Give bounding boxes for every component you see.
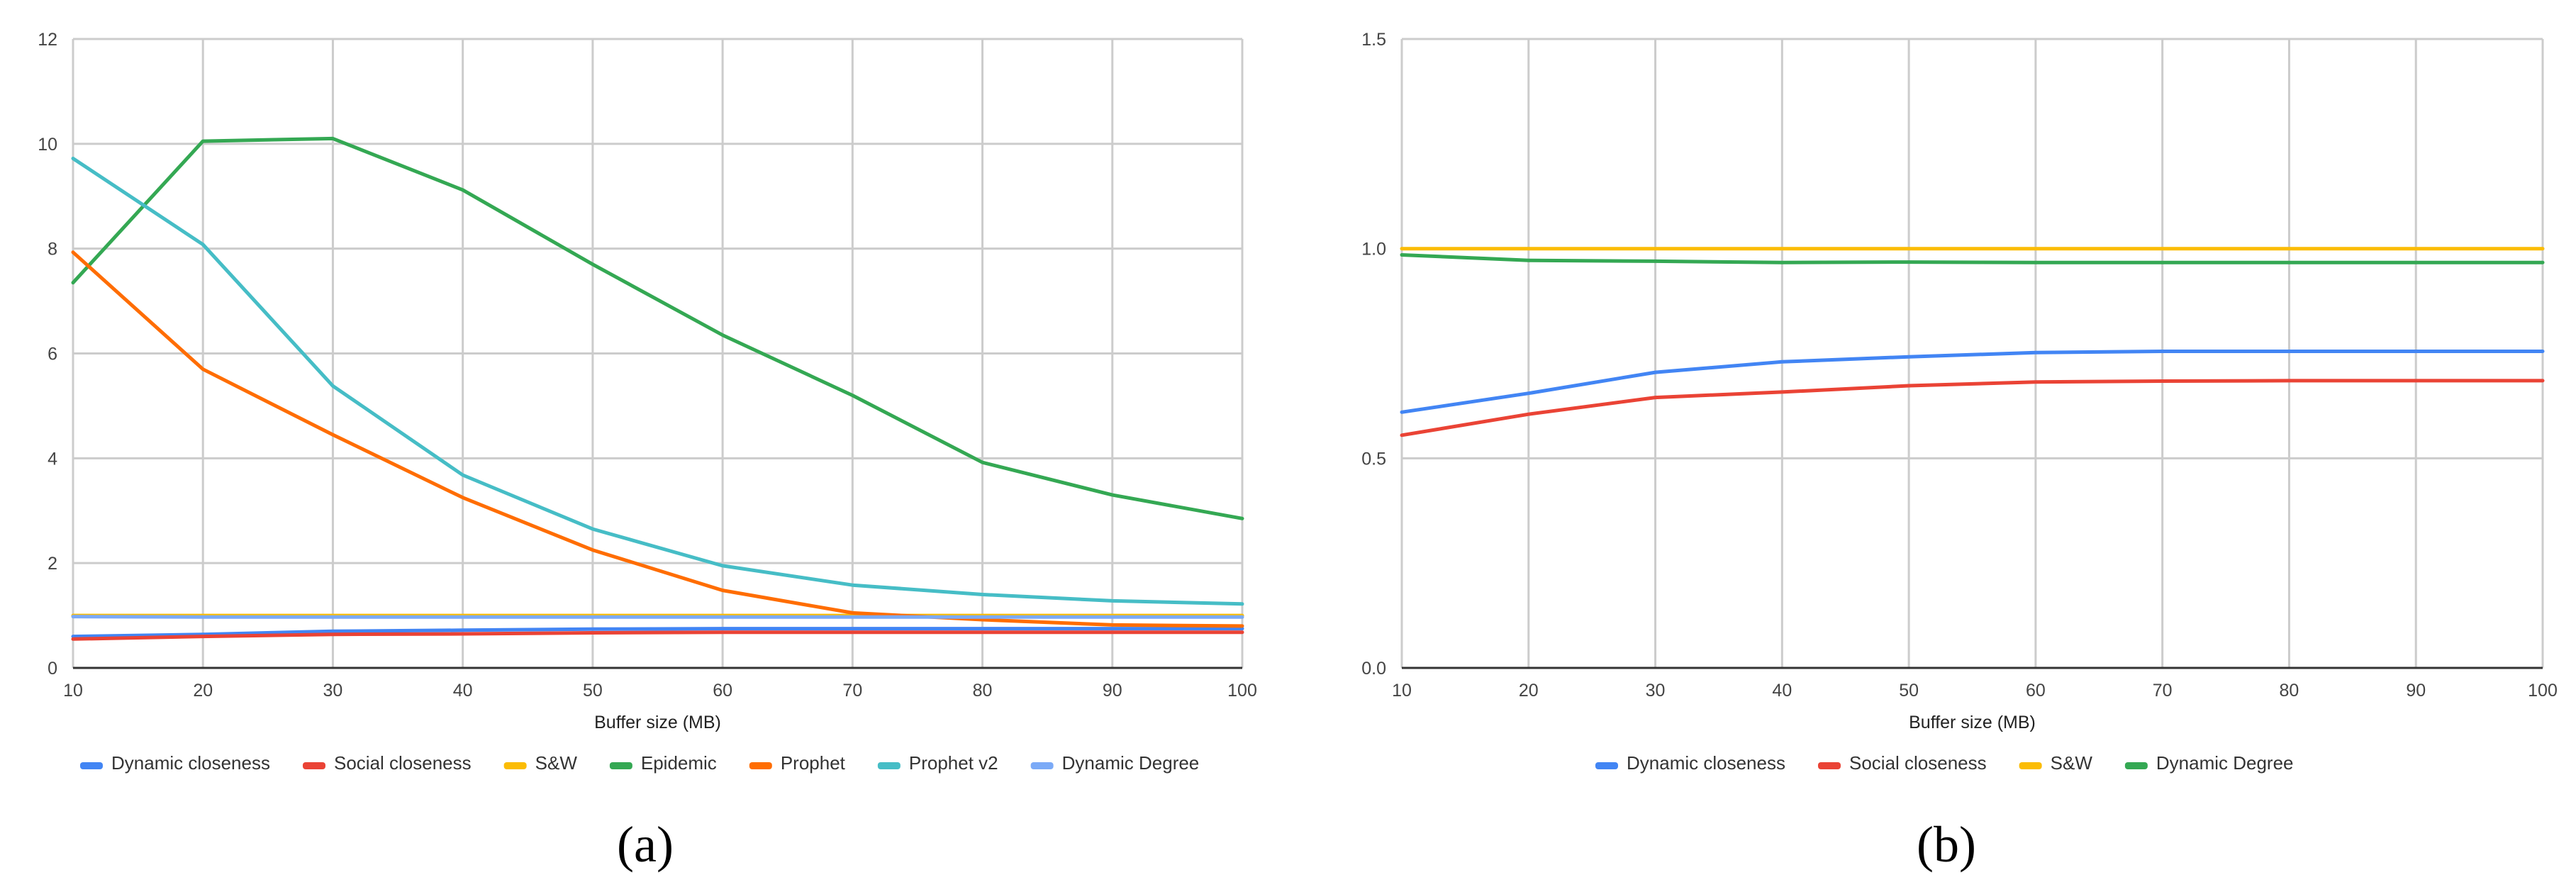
legend-label-s-w: S&W xyxy=(2051,752,2093,774)
series-line-dynamic-closeness xyxy=(71,627,1244,639)
legend-label-s-w: S&W xyxy=(535,752,578,774)
legend-swatch-s-w xyxy=(503,762,527,769)
legend-label-social-closeness: Social closeness xyxy=(334,752,472,774)
x-tick-label: 60 xyxy=(713,681,732,701)
x-tick-label: 40 xyxy=(1772,681,1792,701)
y-tick-label: 4 xyxy=(48,449,57,469)
x-tick-label: 80 xyxy=(973,681,993,701)
series-line-prophet xyxy=(71,250,1244,628)
y-tick-label: 0.0 xyxy=(1361,659,1386,679)
y-tick-label: 12 xyxy=(38,30,57,50)
x-tick-label: 50 xyxy=(1899,681,1919,701)
y-tick-label: 8 xyxy=(48,240,57,260)
y-tick-label: 10 xyxy=(38,135,57,155)
x-tick-label: 10 xyxy=(1392,681,1412,701)
x-tick-label: 10 xyxy=(63,681,83,701)
x-tick-label: 20 xyxy=(1519,681,1539,701)
panel-label: (a) xyxy=(617,816,674,873)
x-tick-label: 40 xyxy=(453,681,473,701)
legend-swatch-epidemic xyxy=(609,762,632,769)
x-tick-label: 20 xyxy=(193,681,213,701)
x-tick-label: 70 xyxy=(2153,681,2173,701)
legend-label-dynamic-degree: Dynamic Degree xyxy=(1062,752,1200,774)
legend-swatch-dynamic-degree xyxy=(1030,762,1054,769)
chart-panel-a: 0 2 4 6 8 10 12 10 20 30 40 50 60 70 80 90 100 Buffer siz… xyxy=(38,30,1257,873)
legend-swatch-social-closeness xyxy=(1817,762,1841,769)
x-tick-label: 90 xyxy=(1103,681,1122,701)
x-tick-label: 100 xyxy=(2528,681,2558,701)
legend-label-dynamic-closeness: Dynamic closeness xyxy=(111,752,270,774)
x-tick-label: 90 xyxy=(2406,681,2426,701)
series-line-epidemic xyxy=(71,136,1244,520)
legend-label-prophet: Prophet xyxy=(781,752,846,774)
x-tick-label: 50 xyxy=(583,681,603,701)
legend-label-social-closeness: Social closeness xyxy=(1849,752,1987,774)
legend-swatch-social-closeness xyxy=(302,762,325,769)
panel-label: (b) xyxy=(1917,816,1976,873)
series-line-social-closeness xyxy=(71,630,1244,641)
y-tick-label: 2 xyxy=(48,554,57,574)
x-tick-label: 100 xyxy=(1227,681,1257,701)
legend-swatch-dynamic-closeness xyxy=(80,762,103,769)
legend-label-prophet-v2: Prophet v2 xyxy=(909,752,998,774)
legend-label-dynamic-closeness: Dynamic closeness xyxy=(1627,752,1785,774)
chart-panel-b: 0.0 0.5 1.0 1.5 10 20 30 40 50 60 70 80 90 100 Buffer … xyxy=(1361,30,2558,873)
x-axis-title: Buffer size (MB) xyxy=(594,713,721,732)
x-tick-label: 30 xyxy=(323,681,343,701)
legend-label-dynamic-degree: Dynamic Degree xyxy=(2156,752,2294,774)
y-tick-label: 1.5 xyxy=(1361,30,1386,50)
legend-swatch-s-w xyxy=(2019,762,2042,769)
x-tick-label: 80 xyxy=(2280,681,2299,701)
legend-swatch-prophet xyxy=(749,762,772,769)
legend-swatch-dynamic-closeness xyxy=(1595,762,1618,769)
x-tick-label: 30 xyxy=(1646,681,1666,701)
x-tick-label: 60 xyxy=(2026,681,2046,701)
legend-label-epidemic: Epidemic xyxy=(641,752,717,774)
y-tick-label: 0.5 xyxy=(1361,449,1386,469)
legend-swatch-dynamic-degree xyxy=(2124,762,2148,769)
series-line-prophet-v2 xyxy=(71,157,1244,606)
series-line-dynamic-degree xyxy=(1400,253,2545,264)
x-axis-title: Buffer size (MB) xyxy=(1909,713,2036,732)
y-tick-label: 1.0 xyxy=(1361,240,1386,260)
series-line-social-closeness xyxy=(1400,379,2545,437)
y-tick-label: 0 xyxy=(48,659,57,679)
series-line-dynamic-degree xyxy=(71,615,1244,619)
y-tick-label: 6 xyxy=(48,345,57,364)
series-line-dynamic-closeness xyxy=(1400,350,2545,414)
x-tick-label: 70 xyxy=(842,681,862,701)
legend-swatch-prophet-v2 xyxy=(877,762,901,769)
